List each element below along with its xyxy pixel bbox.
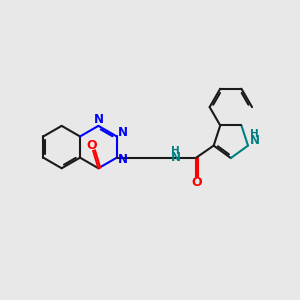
Text: N: N [171, 151, 181, 164]
Text: N: N [93, 113, 103, 126]
Text: H: H [250, 129, 259, 140]
Text: N: N [118, 153, 128, 166]
Text: N: N [118, 126, 128, 140]
Text: O: O [86, 139, 97, 152]
Text: O: O [191, 176, 202, 189]
Text: N: N [250, 134, 260, 147]
Text: H: H [171, 146, 180, 156]
